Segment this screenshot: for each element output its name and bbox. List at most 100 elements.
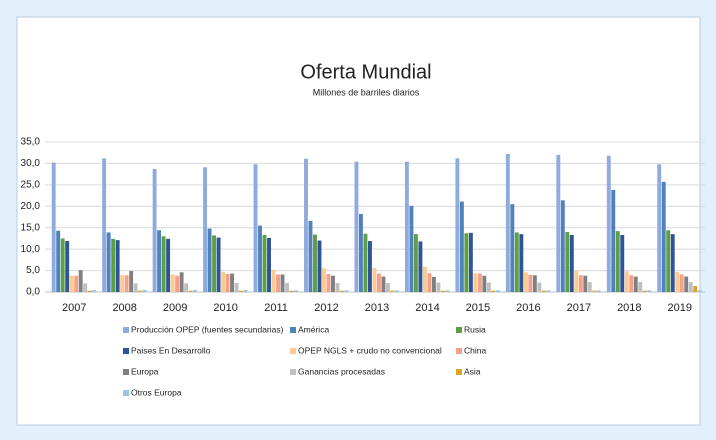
bar	[230, 273, 235, 292]
bar	[243, 289, 248, 292]
bar	[258, 225, 262, 292]
bar	[592, 290, 597, 292]
bar	[693, 286, 698, 292]
bar	[102, 158, 107, 292]
bar	[445, 290, 450, 292]
bar	[455, 158, 460, 292]
bar	[304, 158, 308, 292]
bar	[124, 275, 129, 292]
bar	[473, 273, 478, 292]
legend-swatch	[123, 348, 129, 354]
bar	[464, 233, 469, 292]
bar	[372, 268, 377, 292]
bar	[495, 290, 500, 292]
bar	[657, 164, 662, 292]
bar	[166, 238, 171, 292]
legend-swatch	[456, 348, 462, 354]
bar	[87, 290, 92, 292]
bar	[523, 272, 528, 292]
bar	[404, 161, 409, 292]
x-tick-label: 2014	[415, 302, 439, 314]
y-tick-label: 35,0	[21, 137, 41, 148]
legend-swatch	[290, 369, 296, 375]
bar	[514, 232, 519, 292]
bar	[120, 274, 125, 292]
bar	[344, 290, 349, 292]
bar	[184, 283, 189, 292]
bar	[486, 282, 491, 292]
x-tick-label: 2016	[516, 302, 540, 314]
legend-swatch	[290, 327, 296, 333]
bar	[289, 290, 294, 292]
bar	[92, 289, 97, 292]
legend-label: OPEP NGLS + crudo no convencional	[298, 345, 442, 355]
bar	[546, 290, 551, 292]
bar	[111, 238, 116, 292]
bar	[170, 274, 175, 292]
legend-swatch	[123, 327, 129, 333]
bar	[152, 169, 157, 292]
x-tick-label: 2018	[617, 302, 641, 314]
legend-label: Europa	[131, 366, 159, 376]
bar	[386, 283, 390, 292]
bar	[578, 275, 583, 292]
bar	[633, 276, 638, 292]
bar	[482, 275, 487, 292]
y-tick-label: 15,0	[21, 222, 41, 233]
bar	[363, 233, 368, 292]
bar	[216, 237, 221, 292]
bar	[440, 290, 445, 292]
legend-label: América	[298, 324, 329, 334]
bar	[225, 274, 230, 292]
bar	[459, 201, 464, 292]
bar	[239, 290, 244, 292]
bar	[354, 161, 359, 292]
bar	[606, 155, 611, 292]
y-tick-label: 25,0	[21, 179, 41, 190]
bar	[203, 167, 208, 292]
bar	[638, 282, 643, 292]
bar	[212, 235, 217, 292]
bar	[359, 214, 363, 292]
bar	[537, 282, 542, 292]
bar	[661, 181, 666, 292]
x-tick-label: 2019	[668, 302, 692, 314]
bar	[308, 220, 313, 292]
bar	[468, 232, 473, 292]
bar	[491, 290, 496, 292]
legend-label: Rusia	[464, 324, 486, 334]
legend-label: Ganancias procesadas	[298, 366, 385, 376]
x-tick-label: 2009	[163, 302, 187, 314]
bar	[193, 289, 198, 292]
bar	[556, 154, 561, 292]
bar	[221, 271, 226, 292]
bar	[331, 275, 335, 292]
x-tick-label: 2010	[213, 302, 237, 314]
bar	[565, 232, 570, 292]
x-tick-label: 2007	[62, 302, 86, 314]
bar	[188, 290, 193, 292]
bar	[395, 290, 399, 292]
bar	[422, 266, 427, 292]
bar	[596, 290, 601, 292]
bar	[624, 271, 629, 292]
bar	[322, 268, 326, 292]
bar	[129, 271, 134, 292]
bar	[276, 274, 280, 292]
legend-label: Paises En Desarrollo	[131, 345, 211, 355]
bar	[541, 290, 546, 292]
legend-swatch	[290, 348, 296, 354]
bar	[679, 274, 684, 292]
bar	[313, 234, 317, 292]
bar	[271, 269, 276, 292]
x-tick-label: 2011	[264, 302, 288, 314]
x-tick-label: 2012	[314, 302, 338, 314]
bar	[413, 234, 418, 292]
y-tick-label: 10,0	[21, 244, 41, 255]
bar	[69, 275, 74, 292]
bar	[670, 234, 675, 292]
chart-title: Oferta Mundial	[300, 61, 431, 83]
legend-label: Asia	[464, 366, 481, 376]
bar	[326, 274, 331, 292]
